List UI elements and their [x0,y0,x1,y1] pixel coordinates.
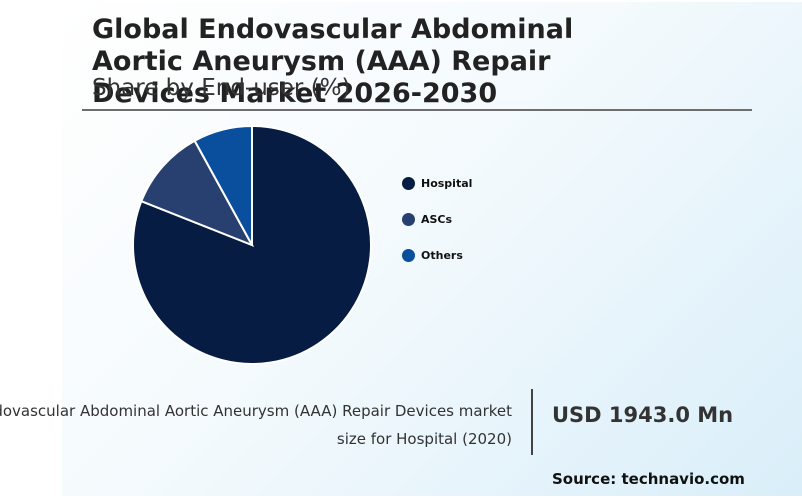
market-size-value: USD 1943.0 Mn [552,403,734,427]
market-size-caption: Endovascular Abdominal Aortic Aneurysm (… [0,402,512,448]
legend-item-hospital: Hospital [402,174,472,192]
legend-label-hospital: Hospital [421,176,473,190]
caption-separator [531,389,533,455]
source-credit: Source: technavio.com [552,470,745,488]
pie-slice-ascs [140,139,255,247]
legend-swatch-others [402,248,415,262]
pie-slice-others [193,124,253,246]
legend-label-ascs: ASCs [421,212,453,226]
chart-subtitle: Share by End-user (%) [92,75,351,101]
legend-item-others: Others [402,246,472,264]
chart-title: Global Endovascular Abdominal Aortic Ane… [92,14,574,109]
legend-swatch-hospital [402,176,415,190]
legend-swatch-ascs [402,212,415,226]
legend-item-ascs: ASCs [402,210,472,228]
legend-label-others: Others [421,248,463,262]
pie-slice-hospital [132,124,372,365]
legend: Hospital ASCs Others [402,174,472,282]
title-divider [82,109,752,111]
